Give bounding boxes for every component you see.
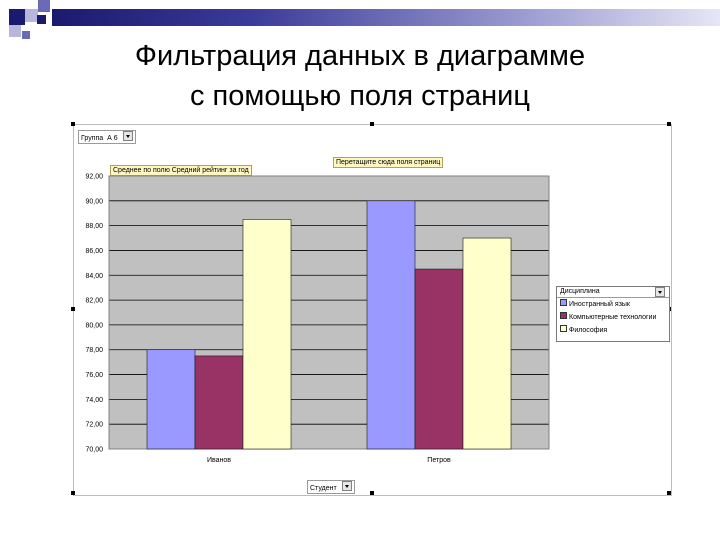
page-field-drop-zone[interactable]: Перетащите сюда поля страниц bbox=[333, 157, 444, 168]
series-field-label: Дисциплина bbox=[560, 288, 600, 295]
selection-handle[interactable] bbox=[71, 307, 75, 311]
chevron-down-icon[interactable] bbox=[341, 481, 352, 491]
chart-legend[interactable]: Дисциплина Иностранный язык Компьютерные… bbox=[556, 286, 670, 342]
header-gradient-band bbox=[52, 9, 720, 26]
slide-title-line-2: с помощью поля страниц bbox=[190, 80, 530, 112]
selection-handle[interactable] bbox=[370, 491, 374, 495]
legend-item: Компьютерные технологии bbox=[557, 311, 669, 324]
selection-handle[interactable] bbox=[370, 122, 374, 126]
corner-square-mid bbox=[22, 31, 30, 39]
selection-handle[interactable] bbox=[667, 491, 671, 495]
page-field-label: Группа bbox=[81, 135, 104, 142]
corner-square-dark bbox=[37, 15, 46, 24]
legend-swatch bbox=[560, 325, 567, 332]
selection-handle[interactable] bbox=[71, 122, 75, 126]
data-field-button[interactable]: Среднее по полю Средний рейтинг за год bbox=[110, 165, 252, 176]
legend-label: Компьютерные технологии bbox=[569, 314, 657, 321]
selection-handle[interactable] bbox=[667, 122, 671, 126]
corner-square-light bbox=[25, 9, 38, 22]
corner-square-light bbox=[9, 25, 21, 37]
series-field-discipline[interactable]: Дисциплина bbox=[557, 287, 669, 298]
legend-item: Философия bbox=[557, 324, 669, 337]
legend-swatch bbox=[560, 312, 567, 319]
legend-item: Иностранный язык bbox=[557, 298, 669, 311]
chevron-down-icon[interactable] bbox=[122, 131, 133, 141]
legend-swatch bbox=[560, 299, 567, 306]
legend-label: Иностранный язык bbox=[569, 301, 630, 308]
slide-title-line-1: Фильтрация данных в диаграмме bbox=[134, 40, 586, 72]
page-field-value: А 6 bbox=[107, 135, 118, 142]
corner-square-dark bbox=[9, 9, 25, 25]
category-field-student[interactable]: Студент bbox=[307, 480, 355, 494]
chevron-down-icon[interactable] bbox=[655, 287, 665, 297]
legend-label: Философия bbox=[569, 327, 608, 334]
category-field-label: Студент bbox=[310, 485, 337, 492]
page-field-group[interactable]: Группа А 6 bbox=[78, 130, 136, 144]
selection-handle[interactable] bbox=[71, 491, 75, 495]
corner-square-mid bbox=[38, 0, 50, 12]
